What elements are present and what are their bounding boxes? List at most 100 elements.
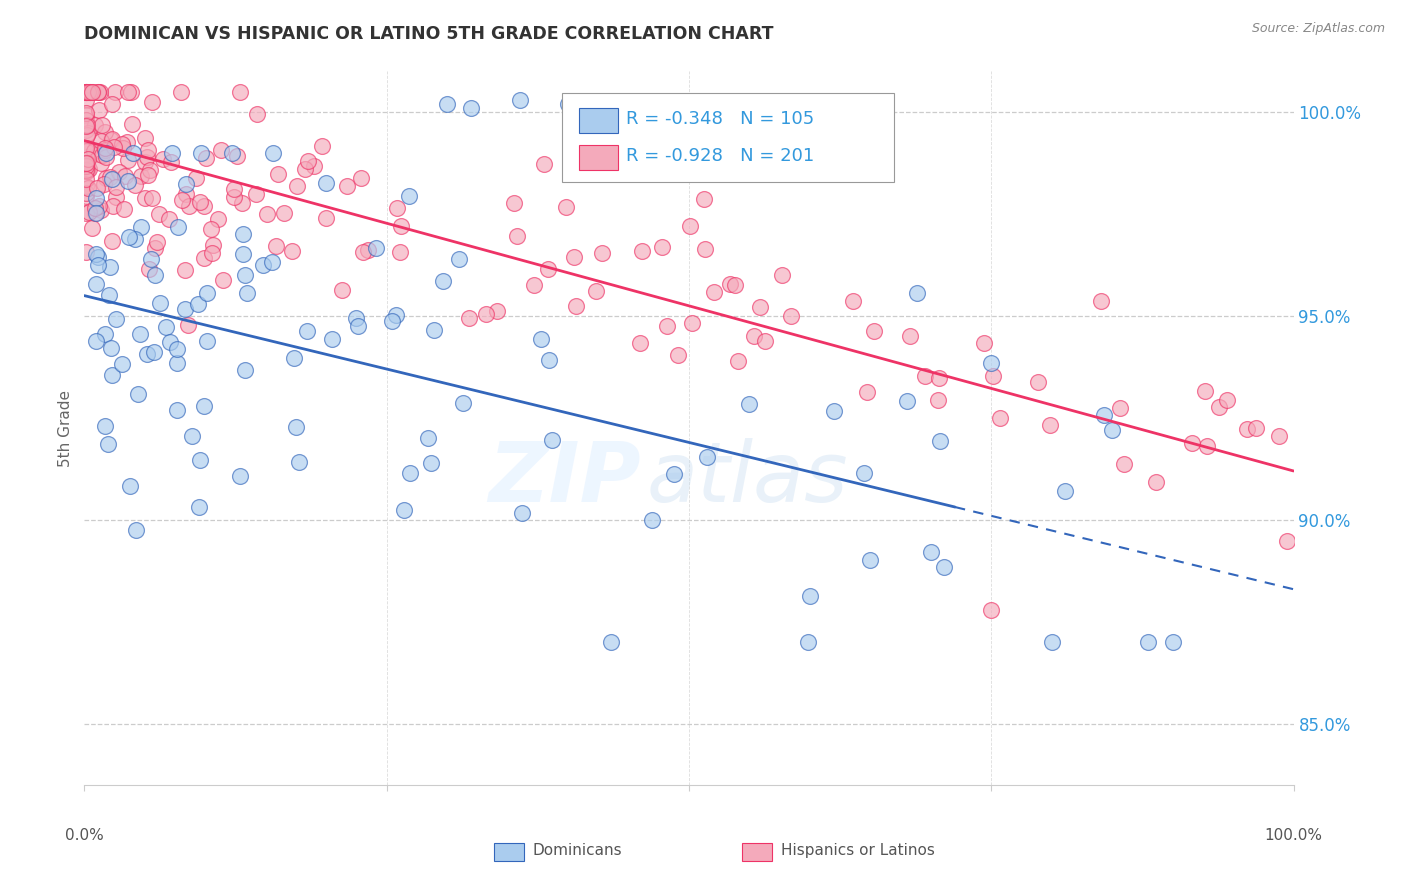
Point — [86, 206, 108, 220]
Point — [166, 402, 188, 417]
Point — [1161, 635, 1184, 649]
Point — [129, 169, 152, 183]
FancyBboxPatch shape — [562, 93, 894, 182]
Point — [124, 232, 146, 246]
Point — [101, 368, 124, 383]
Point — [335, 179, 357, 194]
Point — [703, 285, 725, 300]
Point — [779, 309, 801, 323]
Point — [143, 268, 166, 283]
Point — [87, 250, 110, 264]
Point — [841, 293, 863, 308]
Point — [87, 85, 110, 99]
Point — [75, 179, 97, 194]
Point — [898, 328, 921, 343]
Point — [453, 396, 475, 410]
Point — [267, 168, 290, 182]
Point — [98, 170, 121, 185]
Point — [124, 178, 146, 192]
Point — [1090, 294, 1112, 309]
Point — [136, 143, 159, 157]
Point — [121, 145, 143, 160]
Point — [628, 336, 651, 351]
Point — [75, 112, 97, 127]
Point — [389, 219, 412, 233]
Point — [980, 355, 1002, 369]
Point — [503, 196, 526, 211]
Point — [288, 455, 311, 469]
Point — [229, 85, 252, 99]
Point — [1144, 475, 1167, 489]
Point — [315, 176, 337, 190]
Point — [201, 237, 224, 252]
Point — [419, 456, 441, 470]
Point — [432, 274, 454, 288]
Point — [160, 145, 183, 160]
Point — [76, 126, 98, 140]
Point — [1277, 533, 1299, 548]
Point — [75, 94, 97, 108]
Point — [754, 334, 776, 348]
Point — [222, 181, 245, 195]
Point — [344, 311, 367, 326]
Point — [538, 352, 561, 367]
Point — [103, 140, 125, 154]
Point — [86, 85, 108, 99]
Point — [727, 354, 749, 368]
Point — [1053, 484, 1076, 499]
Point — [76, 155, 98, 169]
Point — [75, 244, 97, 259]
Text: Dominicans: Dominicans — [533, 843, 623, 858]
Point — [346, 318, 368, 333]
Point — [1114, 457, 1136, 471]
Point — [246, 106, 269, 120]
Point — [90, 156, 112, 170]
Point — [190, 145, 212, 160]
Point — [235, 285, 257, 300]
Point — [75, 85, 97, 99]
Point — [932, 559, 955, 574]
Point — [100, 133, 122, 147]
Point — [1109, 401, 1132, 415]
Point — [460, 101, 482, 115]
Point — [117, 174, 139, 188]
Point — [101, 97, 124, 112]
Point — [94, 326, 117, 341]
Point — [350, 171, 373, 186]
Point — [160, 155, 183, 169]
Text: Hispanics or Latinos: Hispanics or Latinos — [780, 843, 935, 858]
Point — [232, 227, 254, 241]
Point — [285, 420, 308, 434]
Point — [856, 384, 879, 399]
Point — [127, 387, 149, 401]
Point — [394, 503, 416, 517]
Point — [200, 245, 222, 260]
Point — [117, 153, 139, 168]
Point — [75, 85, 97, 99]
Point — [222, 190, 245, 204]
Point — [252, 258, 274, 272]
Point — [100, 172, 122, 186]
Point — [77, 152, 100, 166]
Point — [170, 193, 193, 207]
Point — [108, 165, 131, 179]
Point — [79, 85, 101, 99]
Point — [1268, 428, 1291, 442]
Point — [1026, 375, 1049, 389]
Point — [176, 318, 198, 333]
Point — [177, 199, 200, 213]
Point — [86, 334, 108, 348]
Point — [105, 180, 128, 194]
Point — [87, 258, 110, 272]
Point — [859, 552, 882, 566]
Point — [111, 136, 134, 151]
Point — [174, 177, 197, 191]
Point — [76, 164, 98, 178]
Point — [152, 153, 174, 167]
Point — [565, 299, 588, 313]
Point — [352, 244, 374, 259]
Text: DOMINICAN VS HISPANIC OR LATINO 5TH GRADE CORRELATION CHART: DOMINICAN VS HISPANIC OR LATINO 5TH GRAD… — [84, 25, 773, 43]
Point — [541, 433, 564, 447]
Point — [148, 207, 170, 221]
Point — [188, 500, 211, 514]
